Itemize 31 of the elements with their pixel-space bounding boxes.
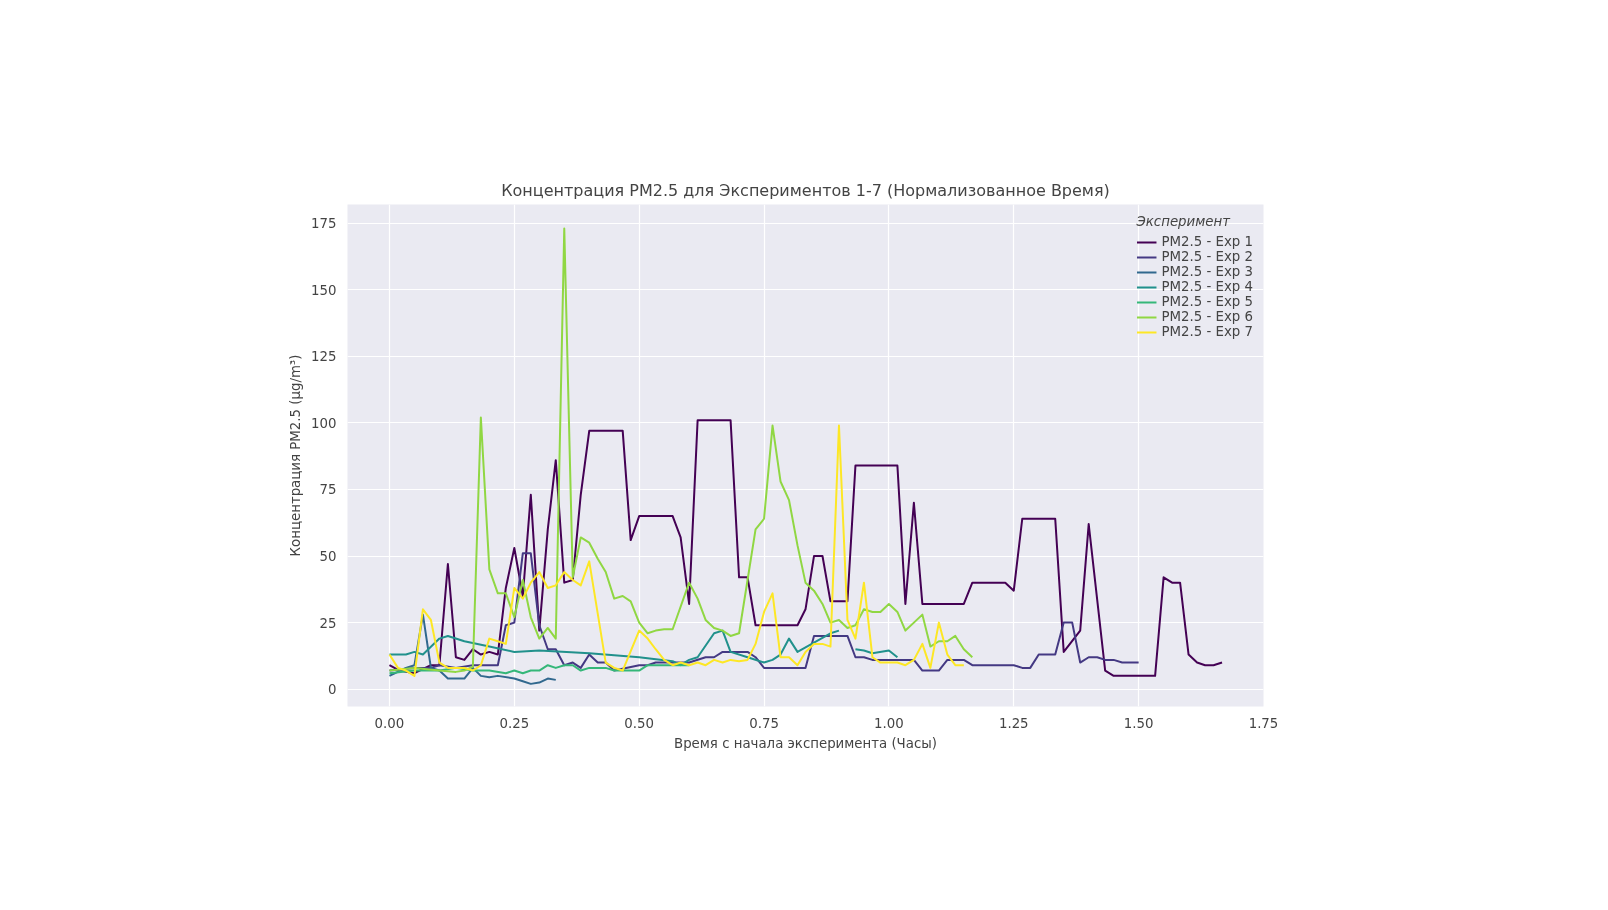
y-tick-label: 50 bbox=[319, 549, 337, 565]
x-tick-label: 1.00 bbox=[874, 715, 904, 731]
y-tick-label: 175 bbox=[311, 216, 337, 232]
x-tick-label: 1.50 bbox=[1123, 715, 1154, 731]
y-tick-label: 25 bbox=[319, 615, 337, 631]
y-tick-label: 150 bbox=[311, 282, 337, 298]
x-tick-label: 0.25 bbox=[499, 715, 530, 731]
x-tick-label: 1.75 bbox=[1248, 715, 1279, 731]
y-tick-label: 0 bbox=[328, 682, 337, 698]
line-series bbox=[388, 227, 974, 673]
x-tick-label: 1.25 bbox=[998, 715, 1029, 731]
x-tick-label: 0.75 bbox=[749, 715, 779, 731]
legend-label: PM2.5 - Exp 4 bbox=[1161, 279, 1253, 294]
line-series bbox=[388, 613, 557, 685]
legend-label: PM2.5 - Exp 2 bbox=[1161, 249, 1253, 264]
x-tick-label: 0.50 bbox=[624, 715, 655, 731]
legend-label: PM2.5 - Exp 6 bbox=[1161, 309, 1253, 324]
y-tick-label: 100 bbox=[311, 415, 337, 431]
y-tick-label: 125 bbox=[311, 349, 337, 365]
legend-label: PM2.5 - Exp 1 bbox=[1161, 234, 1253, 249]
line-series bbox=[388, 424, 965, 677]
legend-label: PM2.5 - Exp 3 bbox=[1161, 264, 1253, 279]
legend-title: Эксперимент bbox=[1136, 214, 1232, 229]
y-tick-label: 75 bbox=[319, 482, 337, 498]
x-axis-title: Время с начала эксперимента (Часы) bbox=[674, 735, 937, 751]
x-tick-label: 0.00 bbox=[374, 715, 405, 731]
y-axis-title: Концентрация PM2.5 (μg/m³) bbox=[288, 354, 304, 557]
line-series bbox=[388, 419, 1224, 677]
legend-label: PM2.5 - Exp 5 bbox=[1161, 294, 1253, 309]
legend-label: PM2.5 - Exp 7 bbox=[1161, 324, 1253, 339]
chart-title: Концентрация PM2.5 для Экспериментов 1-7 (Нормализованное Время) bbox=[501, 180, 1110, 200]
